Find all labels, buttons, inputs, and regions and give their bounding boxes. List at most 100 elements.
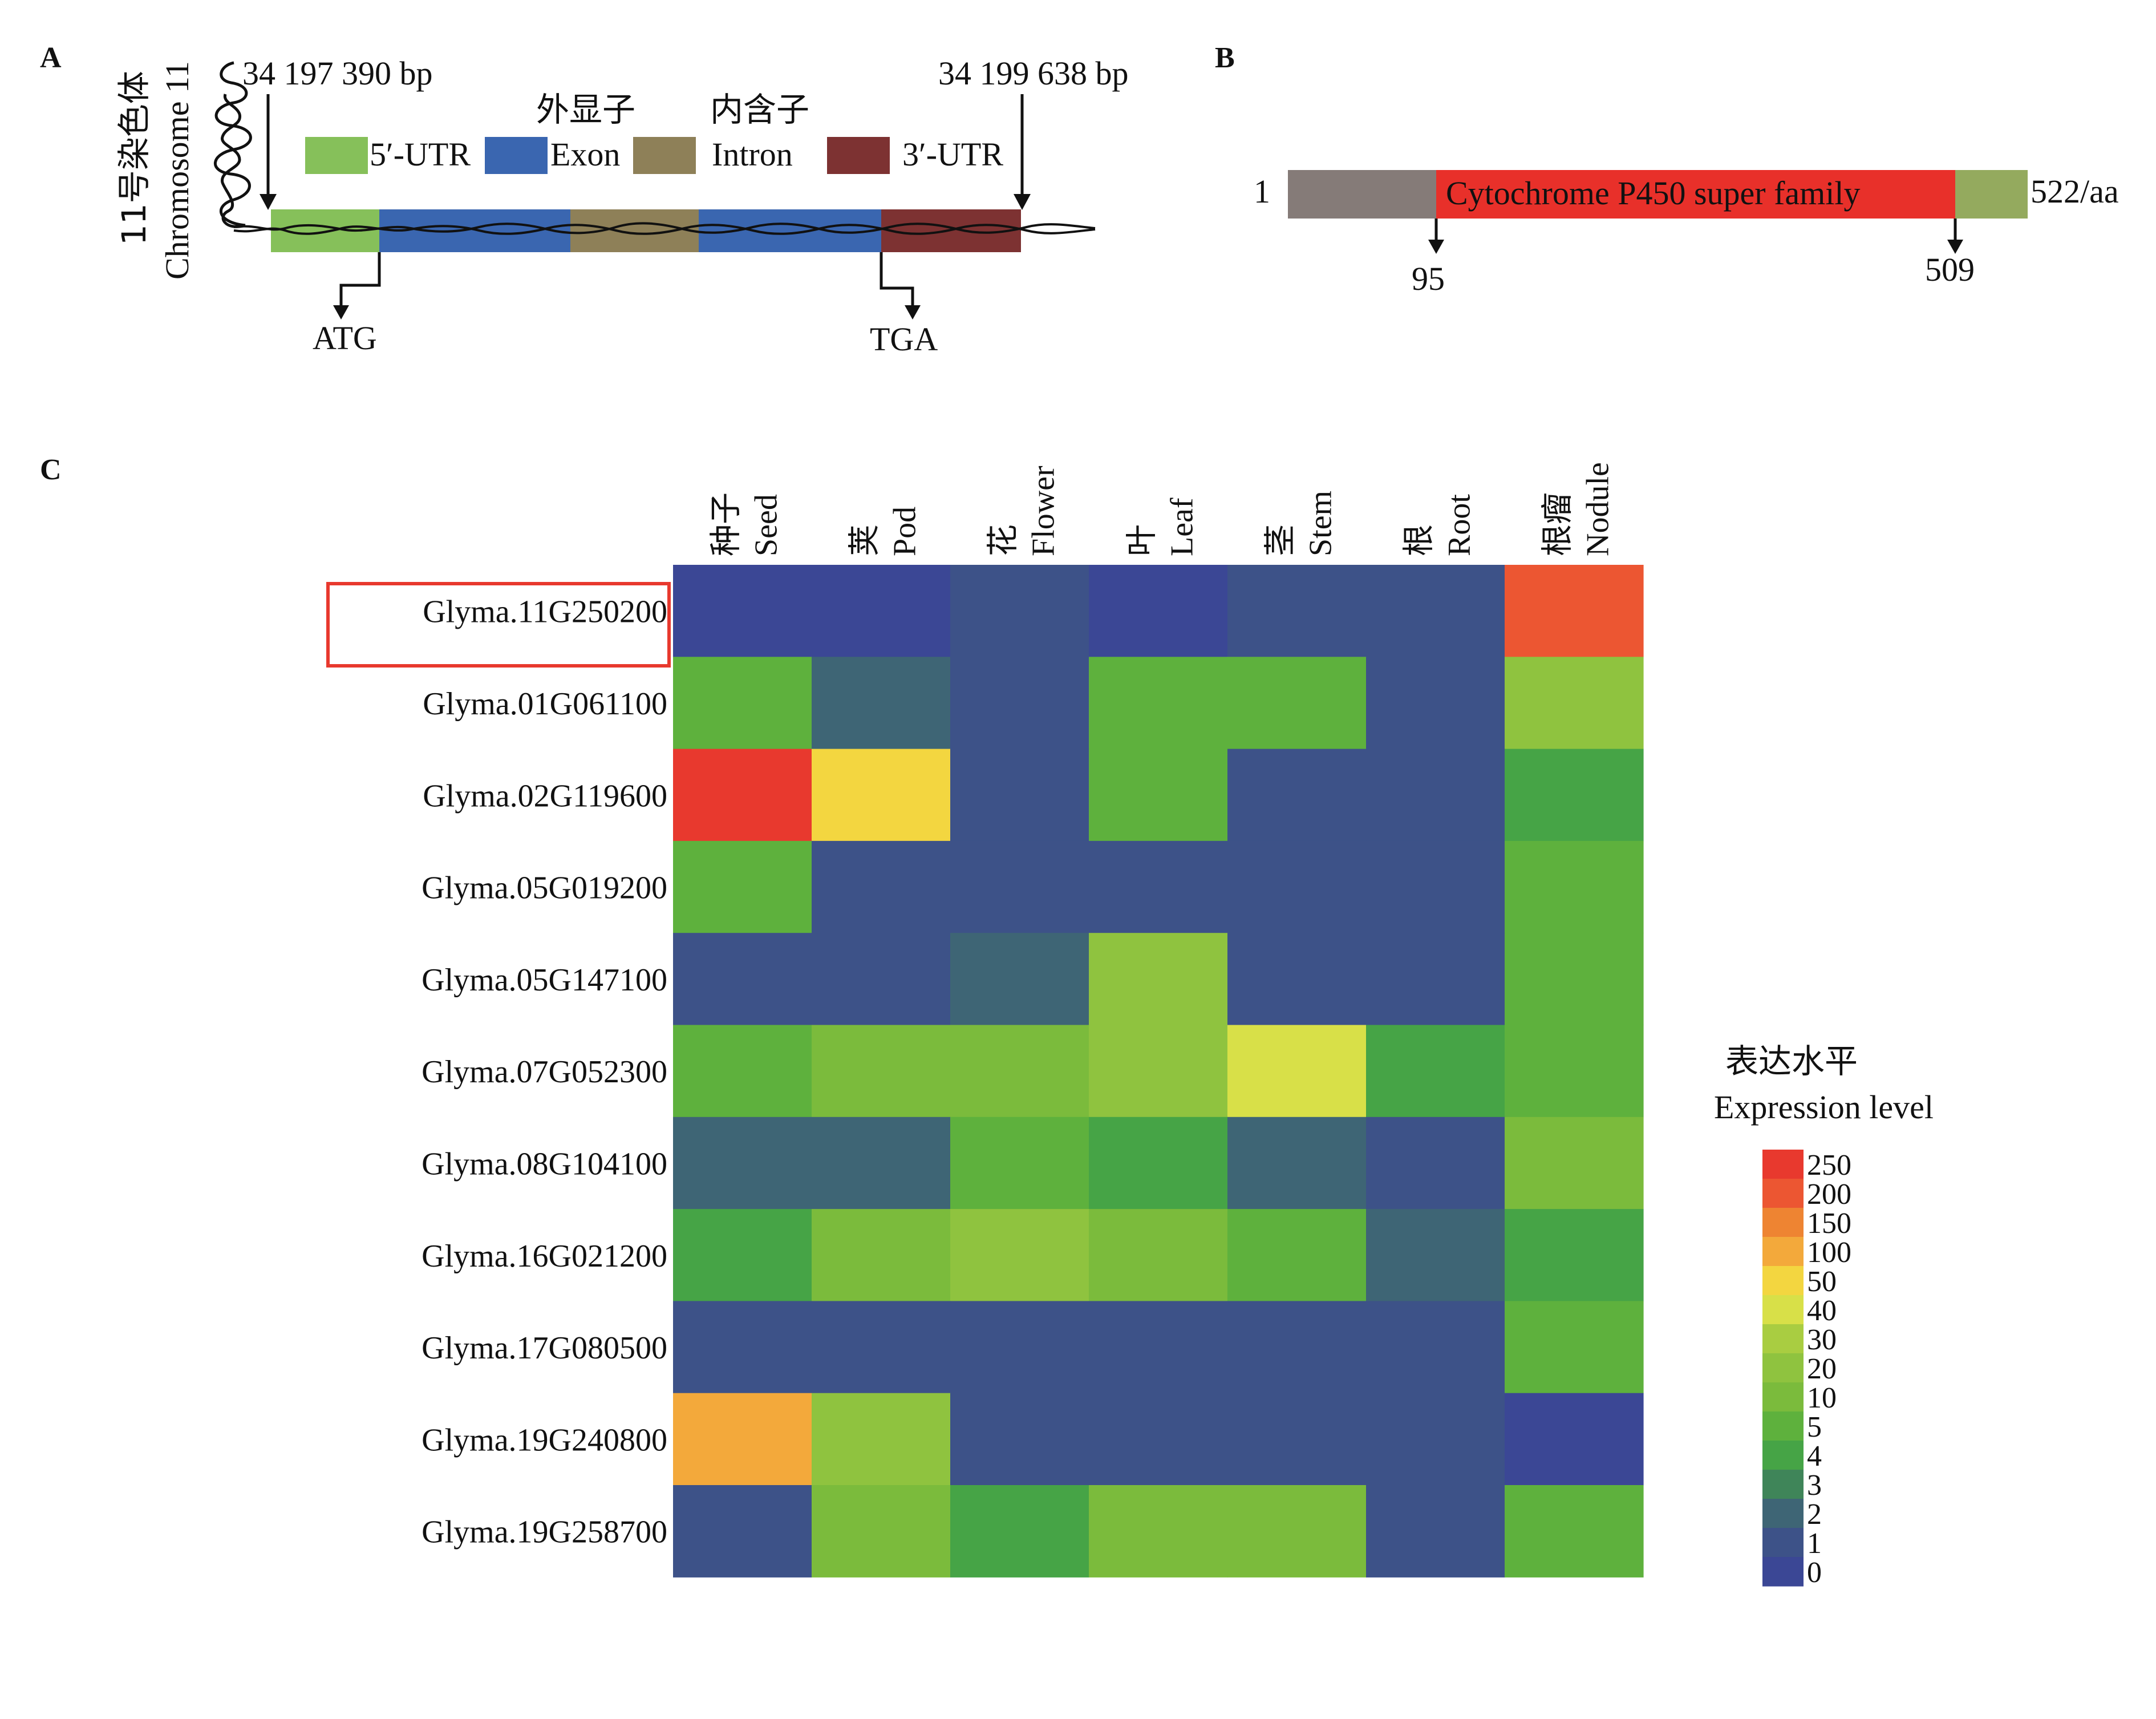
heatmap-cell <box>1505 1301 1644 1394</box>
color-scale-swatch <box>1762 1179 1804 1208</box>
heatmap-cell <box>1505 565 1644 657</box>
heatmap-cell <box>1227 1393 1367 1486</box>
heatmap-row-label: Glyma.01G061100 <box>423 686 667 722</box>
heatmap-cell <box>1505 1025 1644 1118</box>
heatmap-cell <box>812 933 951 1026</box>
heatmap-cell <box>673 749 812 842</box>
heatmap-cell <box>673 565 812 657</box>
heatmap-cell <box>1089 1117 1228 1210</box>
heatmap-cell <box>1089 657 1228 750</box>
heatmap-cell <box>1089 565 1228 657</box>
heatmap-cell <box>950 1485 1089 1578</box>
panel-a: A 11号染色体 Chromosome 11 34 197 390 bp 34 … <box>40 42 1129 358</box>
legend-title-en: Expression level <box>1714 1089 1934 1126</box>
color-scale-swatch <box>1762 1150 1804 1179</box>
heatmap-cell <box>1505 933 1644 1026</box>
color-scale-tick-label: 10 <box>1807 1382 1837 1414</box>
color-scale-swatch <box>1762 1295 1804 1325</box>
heatmap-cell <box>950 657 1089 750</box>
heatmap-cell <box>950 1117 1089 1210</box>
heatmap-cell <box>812 1209 951 1301</box>
heatmap-cell <box>1227 749 1367 842</box>
color-scale-tick-label: 3 <box>1807 1469 1822 1502</box>
heatmap-column-label-en: Seed <box>749 494 784 556</box>
heatmap-cell <box>812 657 951 750</box>
heatmap-cell <box>1366 1301 1505 1394</box>
gene-structure-legend: 外显子 内含子 5′-UTR Exon Intron 3′-UTR <box>305 90 1003 174</box>
heatmap-cell <box>950 565 1089 657</box>
heatmap-cell <box>812 1301 951 1394</box>
protein-cterm-region <box>1955 170 2028 219</box>
heatmap-cell <box>950 933 1089 1026</box>
heatmap-cell <box>1227 1209 1367 1301</box>
heatmap-cell <box>1366 1209 1505 1301</box>
color-scale-swatch <box>1762 1266 1804 1296</box>
heatmap-column-label-cn: 茎 <box>1263 524 1299 556</box>
heatmap-cell <box>950 1209 1089 1301</box>
heatmap-cell <box>1366 749 1505 842</box>
legend-exon-cn: 外显子 <box>536 90 635 129</box>
heatmap-cell <box>673 840 812 933</box>
heatmap-cell <box>812 565 951 657</box>
legend-exon-label: Exon <box>550 136 620 173</box>
heatmap-cell <box>673 1301 812 1394</box>
color-scale-swatch <box>1762 1382 1804 1412</box>
heatmap-cell <box>1089 749 1228 842</box>
color-scale-swatch <box>1762 1411 1804 1441</box>
color-scale-tick-label: 5 <box>1807 1411 1822 1443</box>
heatmap-cell <box>673 1393 812 1486</box>
heatmap-cell <box>673 657 812 750</box>
start-position-label: 34 197 390 bp <box>242 55 433 92</box>
heatmap-cell <box>1089 1485 1228 1578</box>
stop-codon-label: TGA <box>870 321 938 358</box>
heatmap-row-label: Glyma.05G147100 <box>422 962 667 998</box>
chromosome-strand-line-2 <box>233 224 1096 235</box>
end-position-label: 34 199 638 bp <box>938 55 1129 92</box>
color-scale-tick-label: 4 <box>1807 1440 1822 1473</box>
heatmap-cell <box>1505 840 1644 933</box>
heatmap-cell <box>1505 1485 1644 1578</box>
chromatin-coil-icon <box>213 61 252 228</box>
panel-c-letter: C <box>40 454 62 486</box>
legend-3utr-label: 3′-UTR <box>902 136 1003 173</box>
heatmap-cell <box>1227 565 1367 657</box>
heatmap-cell <box>1366 1485 1505 1578</box>
heatmap-column-labels: 种子 Seed 荚 Pod 花 Flower 叶 Leaf 茎 Stem 根 Root 根瘤 Nodule <box>709 462 1616 556</box>
heatmap-cell <box>1089 933 1228 1026</box>
heatmap-cell <box>950 1301 1089 1394</box>
heatmap-cell <box>1366 933 1505 1026</box>
heatmap-cell <box>673 1485 812 1578</box>
highlight-box <box>326 582 671 668</box>
heatmap-column-label-en: Leaf <box>1165 498 1200 556</box>
heatmap-cell <box>1227 1301 1367 1394</box>
heatmap-cell <box>673 1025 812 1118</box>
color-scale-tick-label: 200 <box>1807 1178 1851 1211</box>
heatmap-cell <box>1505 749 1644 842</box>
heatmap-cell <box>1505 1209 1644 1301</box>
color-scale-swatch <box>1762 1208 1804 1237</box>
heatmap-cell <box>812 749 951 842</box>
heatmap-column-label-cn: 根 <box>1402 524 1437 556</box>
color-scale-tick-label: 20 <box>1807 1353 1837 1385</box>
color-scale-tick-label: 2 <box>1807 1498 1822 1531</box>
heatmap-cell <box>1227 657 1367 750</box>
heatmap-cell <box>1227 1025 1367 1118</box>
heatmap-cells <box>673 565 1644 1578</box>
color-scale-tick-label: 0 <box>1807 1556 1822 1589</box>
heatmap-row-label: Glyma.05G019200 <box>422 871 667 906</box>
color-scale-tick-label: 100 <box>1807 1236 1851 1269</box>
domain-start-label: 95 <box>1412 260 1445 297</box>
panel-c: C 种子 Seed 荚 Pod 花 Flower 叶 Leaf 茎 Stem 根 Root 根瘤 Nodu… <box>40 454 1934 1589</box>
heatmap-row-label: Glyma.02G119600 <box>423 778 667 814</box>
heatmap-row-labels: Glyma.11G250200 Glyma.01G061100 Glyma.02G1… <box>422 594 667 1550</box>
heatmap-column-label-en: Stem <box>1303 491 1339 556</box>
heatmap-cell <box>1227 1117 1367 1210</box>
legend-5utr-label: 5′-UTR <box>370 136 471 173</box>
color-scale-swatch <box>1762 1557 1804 1587</box>
start-codon-label: ATG <box>313 319 377 357</box>
heatmap-cell <box>1505 1393 1644 1486</box>
color-scale-tick-label: 250 <box>1807 1149 1851 1182</box>
heatmap-cell <box>1366 840 1505 933</box>
